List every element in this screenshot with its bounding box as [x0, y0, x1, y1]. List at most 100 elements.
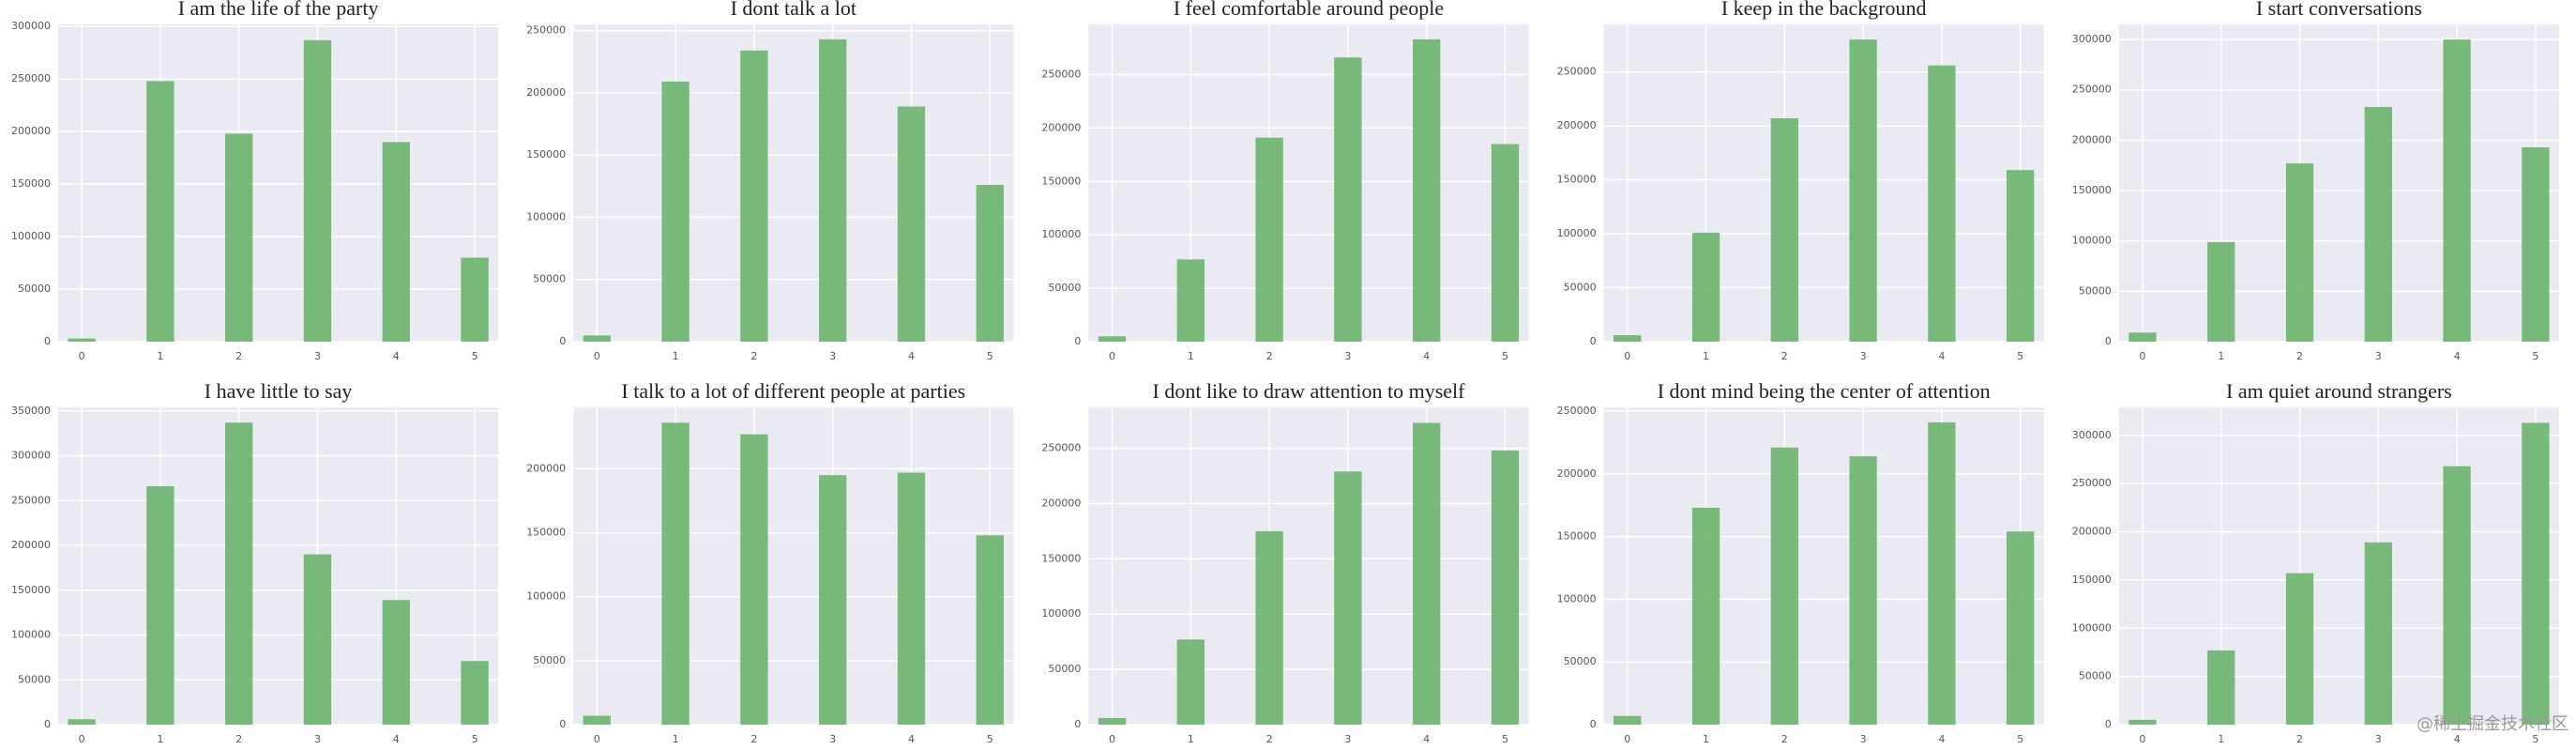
bar [2443, 39, 2471, 342]
bar [2129, 719, 2157, 725]
y-tick-label: 150000 [11, 177, 51, 190]
x-tick-label: 1 [1703, 350, 1709, 362]
y-tick-label: 200000 [11, 125, 51, 137]
plot-area [1603, 24, 2044, 342]
subplot: I dont mind being the center of attentio… [1557, 379, 2044, 745]
y-tick-label: 50000 [2079, 284, 2112, 297]
y-tick-label: 0 [2105, 335, 2112, 347]
bar [382, 600, 410, 725]
bar [1928, 65, 1956, 342]
y-tick-label: 200000 [11, 539, 51, 551]
bar [225, 422, 253, 725]
x-tick-label: 5 [1502, 350, 1508, 362]
bar [1691, 232, 1720, 342]
bar [897, 106, 926, 342]
bar [1176, 639, 1205, 725]
y-tick-label: 200000 [526, 462, 566, 474]
bar [2522, 422, 2550, 725]
y-tick-label: 250000 [2072, 477, 2112, 489]
y-tick-label: 250000 [2072, 84, 2112, 96]
subplot: I dont talk a lot 0 50000 100000 150000 20000… [526, 0, 1014, 362]
x-tick-label: 4 [1938, 733, 1945, 745]
chart-title: I dont talk a lot [731, 0, 856, 20]
y-tick-label: 0 [1074, 335, 1081, 347]
y-tick-label: 150000 [1041, 175, 1081, 187]
y-tick-label: 300000 [11, 20, 51, 32]
bar [2007, 170, 2035, 342]
x-tick-label: 2 [2296, 350, 2303, 362]
y-tick-label: 50000 [1048, 282, 1081, 294]
chart-title: I talk to a lot of different people at p… [621, 379, 965, 403]
y-tick-label: 150000 [2072, 574, 2112, 586]
x-tick-label: 4 [393, 733, 400, 745]
y-tick-label: 250000 [1557, 66, 1597, 78]
plot-area [58, 24, 499, 342]
y-tick-label: 250000 [11, 72, 51, 84]
subplot: I am the life of the party05000010000015… [11, 0, 499, 362]
y-tick-label: 250000 [1557, 405, 1597, 417]
bar [1614, 335, 1642, 342]
x-tick-label: 4 [2454, 350, 2461, 362]
y-tick-label: 0 [44, 718, 51, 730]
bar [1849, 456, 1877, 725]
plot-area [2118, 24, 2559, 342]
x-tick-label: 5 [2017, 350, 2023, 362]
subplot: I talk to a lot of different people at p… [526, 379, 1014, 745]
x-tick-label: 2 [235, 350, 242, 362]
x-tick-label: 0 [79, 733, 85, 745]
y-tick-label: 0 [2105, 718, 2112, 730]
x-tick-label: 5 [2532, 350, 2538, 362]
bar [1770, 118, 1798, 342]
y-tick-label: 50000 [1564, 282, 1597, 294]
bar [303, 39, 332, 342]
y-tick-label: 200000 [1557, 467, 1597, 480]
bar [1413, 422, 1441, 725]
bar [819, 475, 847, 725]
y-tick-label: 300000 [11, 450, 51, 462]
plot-area [573, 24, 1014, 342]
chart-title: I keep in the background [1721, 0, 1927, 20]
bar [2364, 106, 2392, 342]
x-tick-label: 1 [157, 350, 163, 362]
x-tick-label: 0 [79, 350, 85, 362]
x-tick-label: 0 [594, 350, 600, 362]
y-tick-label: 50000 [18, 673, 51, 685]
y-tick-label: 50000 [1048, 663, 1081, 675]
y-tick-label: 100000 [526, 210, 566, 222]
bar [1770, 447, 1798, 725]
x-tick-label: 2 [235, 733, 242, 745]
bar [2443, 466, 2471, 725]
x-tick-label: 3 [314, 350, 321, 362]
x-tick-label: 4 [1938, 350, 1945, 362]
y-tick-label: 50000 [533, 654, 566, 666]
subplot: I dont like to draw attention to myself 0… [1041, 379, 1529, 745]
x-tick-label: 4 [908, 733, 915, 745]
x-tick-label: 0 [2139, 350, 2145, 362]
x-tick-label: 1 [1188, 733, 1194, 745]
y-tick-label: 200000 [2072, 133, 2112, 145]
bar [461, 661, 489, 725]
plot-area [1088, 24, 1529, 342]
bar [1691, 507, 1720, 725]
bar [461, 257, 489, 342]
x-tick-label: 5 [472, 733, 478, 745]
bar [1334, 471, 1362, 725]
bar [303, 554, 332, 725]
chart-title: I start conversations [2256, 0, 2422, 20]
subplot: I keep in the background 0 50000 100000 1500… [1557, 0, 2044, 362]
bar [740, 434, 768, 725]
bar [583, 715, 611, 725]
y-tick-label: 100000 [1557, 227, 1597, 239]
bar [976, 535, 1004, 725]
bar [1614, 715, 1642, 725]
bar [1255, 137, 1283, 342]
y-tick-label: 100000 [11, 230, 51, 242]
y-tick-label: 0 [44, 335, 51, 347]
x-tick-label: 1 [1188, 350, 1194, 362]
y-tick-label: 0 [1590, 718, 1597, 730]
bar [146, 486, 174, 725]
x-tick-label: 0 [594, 733, 600, 745]
x-tick-label: 0 [1624, 350, 1630, 362]
y-tick-label: 300000 [2072, 33, 2112, 45]
